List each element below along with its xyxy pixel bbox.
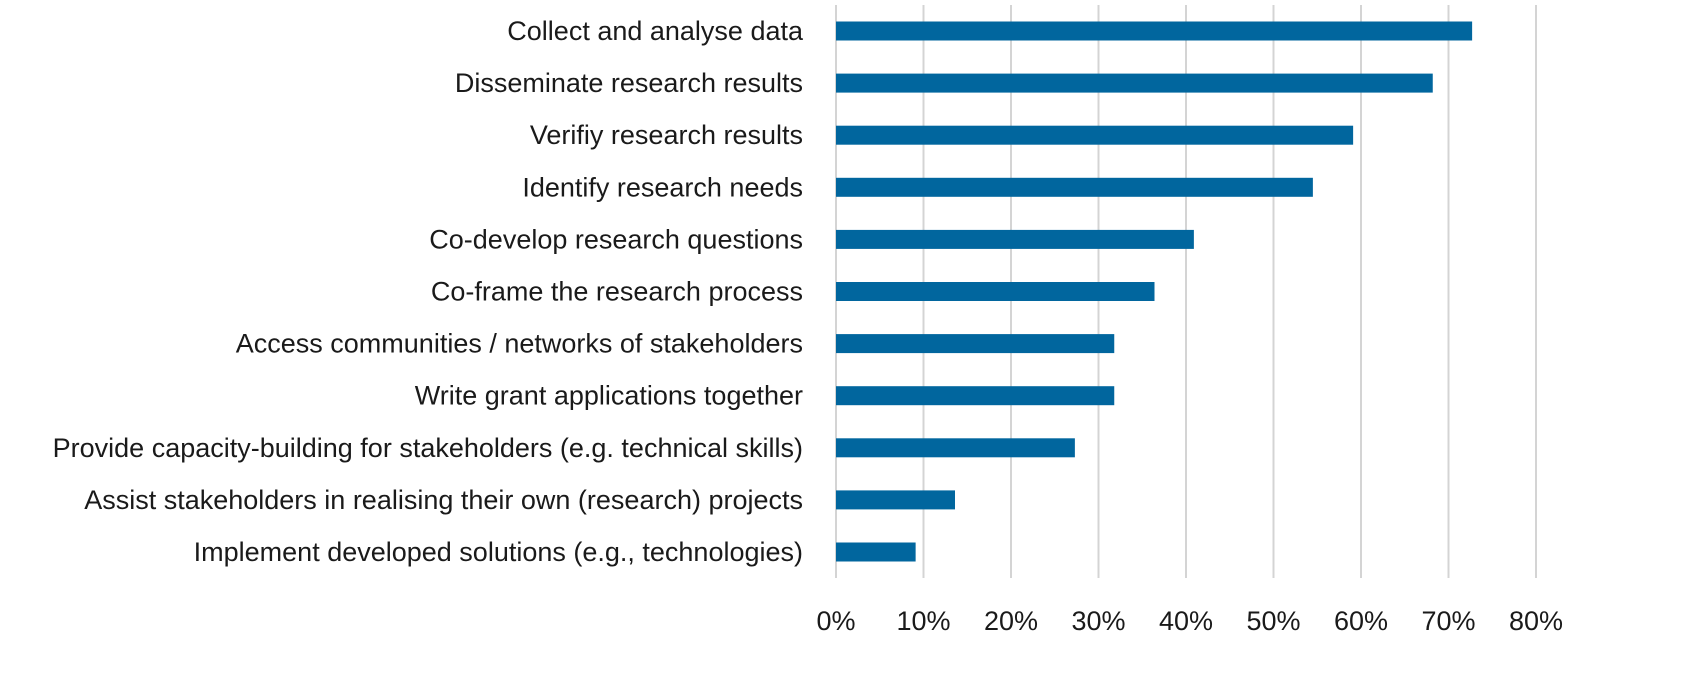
category-label: Co-frame the research process [431,277,803,307]
category-label: Provide capacity-building for stakeholde… [53,433,803,463]
bars [836,21,1473,562]
category-label: Implement developed solutions (e.g., tec… [194,537,803,567]
x-tick-label: 80% [1509,606,1563,636]
bar [836,282,1155,301]
bar [836,542,916,562]
x-tick-label: 0% [816,606,855,636]
x-tick-label: 40% [1159,606,1213,636]
x-tick-label: 20% [984,606,1038,636]
category-label: Identify research needs [522,172,803,202]
category-label: Verifiy research results [530,120,803,150]
category-label: Access communities / networks of stakeho… [236,329,803,359]
bar [836,177,1313,197]
bar [836,125,1354,145]
category-labels: Collect and analyse data Disseminate rese… [53,16,804,567]
bar [836,438,1075,458]
bar [836,73,1433,93]
category-label: Write grant applications together [415,381,803,411]
x-tick-label: 70% [1421,606,1475,636]
x-axis-tick-labels: 0% 10% 20% 30% 40% 50% 60% 70% 80% [816,606,1563,636]
gridlines [835,5,1537,578]
category-label: Co-develop research questions [429,224,803,254]
category-label: Disseminate research results [455,68,803,98]
x-tick-label: 50% [1246,606,1300,636]
bar [836,21,1473,41]
bar [836,334,1115,354]
bar [836,386,1115,406]
category-label: Assist stakeholders in realising their o… [84,485,803,515]
bar [836,229,1194,249]
x-tick-label: 60% [1334,606,1388,636]
bar [836,490,955,510]
x-tick-label: 30% [1071,606,1125,636]
x-tick-label: 10% [896,606,950,636]
category-label: Collect and analyse data [507,16,804,46]
